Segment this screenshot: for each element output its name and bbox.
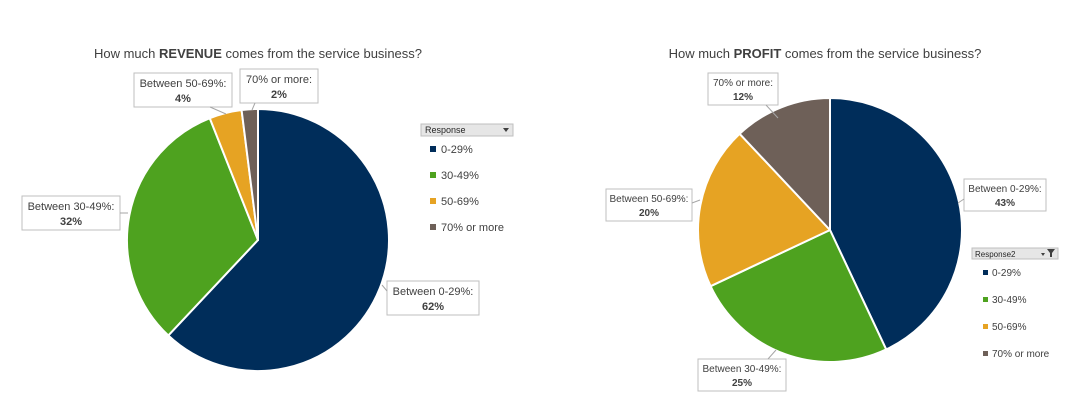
legend-swatch-50-69: [983, 324, 988, 329]
profit-callout-50-69-leader: [691, 199, 701, 204]
legend-label-0-29: 0-29%: [992, 268, 1021, 279]
profit-callout-50-69-label: Between 50-69%:: [610, 194, 689, 205]
profit-callout-30-49-leader: [767, 349, 777, 360]
legend-label-30-49: 30-49%: [441, 170, 479, 182]
revenue-callout-70-label: 70% or more:: [246, 74, 312, 86]
revenue-callout-0-29: Between 0-29%: 62%: [381, 280, 480, 316]
legend-swatch-70-more: [983, 351, 988, 356]
profit-callout-0-29-value: 43%: [995, 198, 1015, 209]
profit-slice-70-more: [738, 97, 831, 231]
revenue-callout-70: 70% or more: 2%: [239, 68, 319, 111]
legend-swatch-30-49: [983, 297, 988, 302]
profit-callout-70: 70% or more: 12%: [707, 72, 779, 119]
profit-callout-30-49-box: [697, 358, 787, 392]
revenue-callout-50-69-leader: [209, 106, 227, 115]
profit-callout-30-49-label: Between 30-49%:: [703, 364, 782, 375]
revenue-callout-70-value: 2%: [271, 89, 287, 101]
revenue-callout-0-29-label: Between 0-29%:: [393, 286, 474, 298]
revenue-callout-70-leader: [251, 102, 256, 111]
profit-callout-70-value: 12%: [733, 92, 753, 103]
revenue-legend-header-label: Response: [425, 125, 466, 135]
profit-callout-50-69-box: [605, 188, 693, 222]
revenue-legend: Response 0-29% 30-49% 50-69% 70% or more: [420, 123, 514, 234]
profit-legend-header-label: Response2: [975, 250, 1016, 259]
profit-legend-header[interactable]: [971, 247, 1059, 260]
legend-label-50-69: 50-69%: [441, 196, 479, 208]
legend-label-0-29: 0-29%: [441, 144, 473, 156]
revenue-pie: [126, 107, 390, 372]
revenue-callout-0-29-value: 62%: [422, 301, 444, 313]
legend-swatch-0-29: [983, 270, 988, 275]
profit-callout-0-29-leader: [957, 198, 965, 204]
profit-chart-title: How much PROFIT comes from the service b…: [669, 46, 982, 61]
revenue-callout-30-49: Between 30-49%: 32%: [21, 195, 128, 231]
legend-label-70-more: 70% or more: [441, 222, 504, 234]
revenue-slice-30-49: [126, 117, 259, 337]
profit-callout-50-69-value: 20%: [639, 208, 659, 219]
legend-swatch-30-49: [430, 172, 436, 178]
profit-pie: [697, 97, 963, 363]
revenue-chart: How much REVENUE comes from the service …: [21, 46, 514, 372]
profit-callout-30-49-value: 25%: [732, 378, 752, 389]
revenue-callout-0-29-leader: [381, 284, 388, 292]
legend-swatch-0-29: [430, 146, 436, 152]
revenue-callout-70-box: [239, 68, 319, 104]
revenue-chart-title: How much REVENUE comes from the service …: [94, 46, 422, 61]
dropdown-arrow-icon[interactable]: [503, 128, 509, 132]
filter-icon[interactable]: [1047, 249, 1055, 257]
revenue-slice-0-29: [167, 108, 390, 372]
profit-slice-50-69: [697, 132, 831, 288]
legend-label-70-more: 70% or more: [992, 349, 1050, 360]
revenue-callout-50-69-box: [133, 72, 233, 108]
revenue-callout-30-49-value: 32%: [60, 216, 82, 228]
revenue-callout-50-69-label: Between 50-69%:: [140, 78, 227, 90]
profit-callout-50-69: Between 50-69%: 20%: [605, 188, 701, 222]
profit-callout-30-49: Between 30-49%: 25%: [697, 349, 787, 392]
profit-chart: How much PROFIT comes from the service b…: [605, 46, 1059, 392]
revenue-callout-30-49-label: Between 30-49%:: [28, 201, 115, 213]
profit-callout-0-29-label: Between 0-29%:: [968, 184, 1041, 195]
revenue-callout-0-29-box: [386, 280, 480, 316]
legend-swatch-70-more: [430, 224, 436, 230]
profit-legend: Response2 0-29% 30-49% 50-69% 70% or mor…: [971, 247, 1059, 360]
revenue-callout-50-69: Between 50-69%: 4%: [133, 72, 233, 115]
legend-label-50-69: 50-69%: [992, 322, 1027, 333]
profit-slice-30-49: [709, 229, 888, 363]
profit-callout-70-box: [707, 72, 779, 106]
profit-callout-70-leader: [765, 104, 779, 119]
revenue-callout-50-69-value: 4%: [175, 93, 191, 105]
revenue-slice-70-more: [240, 107, 259, 241]
profit-callout-0-29: Between 0-29%: 43%: [957, 178, 1047, 212]
revenue-legend-header[interactable]: [420, 123, 514, 137]
profit-callout-0-29-box: [963, 178, 1047, 212]
dropdown-arrow-icon[interactable]: [1041, 253, 1045, 256]
legend-label-30-49: 30-49%: [992, 295, 1027, 306]
profit-slice-0-29: [829, 97, 963, 351]
profit-callout-70-label: 70% or more:: [713, 78, 773, 89]
legend-swatch-50-69: [430, 198, 436, 204]
